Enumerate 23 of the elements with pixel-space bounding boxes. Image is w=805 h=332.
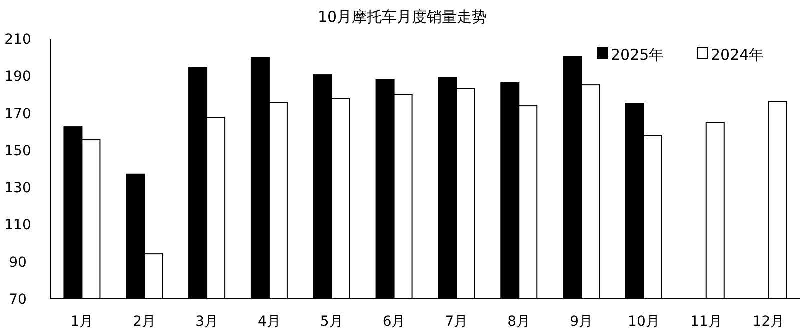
y-tick-label: 150 [4,143,32,160]
x-tick-label: 4月 [258,314,281,330]
chart-title: 10月摩托车月度销量走势 [318,8,488,26]
x-tick-label: 10月 [628,314,660,330]
x-tick-label: 1月 [70,314,94,330]
x-tick-label: 11月 [690,314,722,330]
legend-label: 2024年 [711,46,764,64]
legend-label: 2025年 [611,46,664,64]
y-tick-label: 90 [9,254,27,271]
x-tick-label: 6月 [382,314,406,330]
y-tick-label: 170 [4,106,32,122]
x-tick-label: 12月 [752,314,785,330]
x-tick-label: 8月 [508,314,531,330]
y-tick-label: 190 [4,69,32,86]
x-tick-label: 2月 [133,314,156,330]
y-tick-label: 70 [9,292,27,308]
y-tick-label: 110 [4,218,32,234]
x-tick-label: 5月 [320,314,344,330]
x-tick-label: 9月 [570,314,594,330]
y-tick-label: 210 [4,32,32,48]
x-tick-label: 3月 [196,314,219,330]
y-tick-label: 130 [4,180,32,197]
x-tick-label: 7月 [445,314,468,330]
